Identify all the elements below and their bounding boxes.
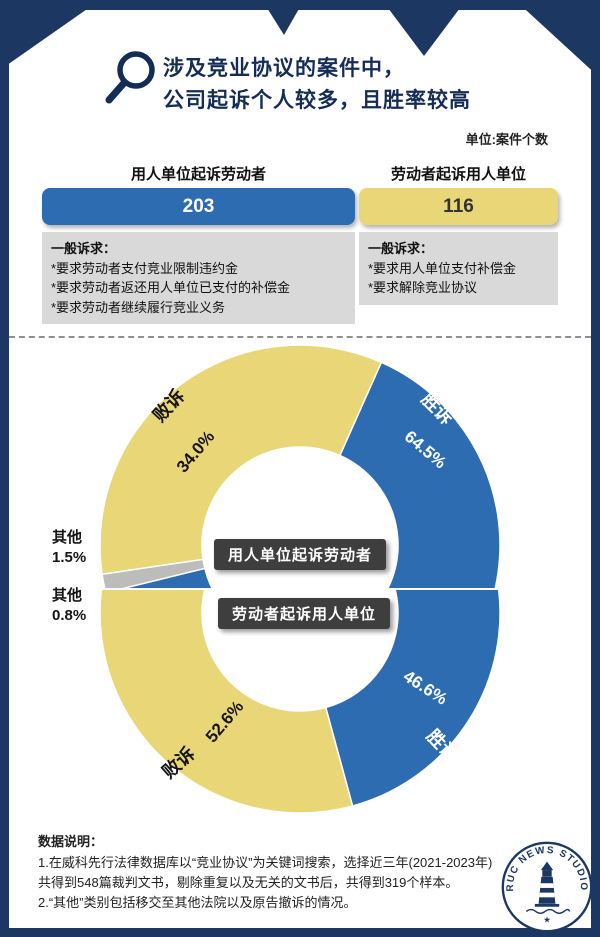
- count-bar-worker: 116: [359, 188, 558, 225]
- studio-stamp-logo: RUC NEWS STUDIO ★: [501, 841, 593, 933]
- demand-item: *要求劳动者支付竞业限制违约金: [51, 260, 239, 276]
- note-line: 1.在威科先行法律数据库以“竞业协议”为关键词搜索，选择近三年(2021-202…: [38, 855, 493, 871]
- slice-败诉: [99, 590, 354, 814]
- data-notes: 数据说明： 1.在威科先行法律数据库以“竞业协议”为关键词搜索，选择近三年(20…: [38, 832, 568, 914]
- demand-item: *要求解除竞业协议: [368, 280, 478, 295]
- slice-胜诉: [324, 590, 501, 807]
- corner-triangle-left: [0, 0, 100, 70]
- page-title-line2: 公司起诉个人较多，且胜率较高: [163, 89, 471, 112]
- donut-chart-employer: [99, 345, 501, 588]
- column-header-worker: 劳动者起诉用人单位: [390, 166, 526, 183]
- chart1-badge: 用人单位起诉劳动者: [213, 539, 387, 570]
- slice-胜诉: [121, 361, 501, 588]
- demand-item: *要求劳动者返还用人单位已支付的补偿金: [51, 280, 291, 295]
- small-triangle: [262, 0, 304, 35]
- demands-title: 一般诉求：: [51, 241, 117, 256]
- demand-item: *要求劳动者继续履行竞业义务: [51, 299, 226, 315]
- mid-triangle: [382, 0, 466, 56]
- lighthouse-icon: [525, 861, 571, 915]
- unit-label: 单位:案件个数: [465, 132, 548, 147]
- note-line: 共得到548篇裁判文书，剔除重复以及无关的文书后，共得到319个样本。: [38, 875, 459, 891]
- count-bar-employer: 203: [42, 188, 355, 225]
- column-header-employer: 用人单位起诉劳动者: [130, 166, 266, 183]
- demand-item: *要求用人单位支付补偿金: [368, 260, 517, 276]
- slice-败诉: [99, 345, 383, 576]
- magnifier-icon: [105, 51, 155, 104]
- corner-triangle-right: [515, 0, 600, 78]
- donut-chart-worker: [99, 590, 501, 814]
- chart2-badge: 劳动者起诉用人单位: [217, 598, 391, 629]
- page-title-line1: 涉及竞业协议的案件中，: [163, 57, 405, 80]
- chart2-other-label: 其他 0.8%: [52, 586, 86, 626]
- chart1-other-text: 其他: [52, 529, 83, 546]
- note-line: 2.“其他”类别包括移交至其他法院以及原告撤诉的情况。: [38, 895, 357, 911]
- demands-box-employer: 一般诉求： *要求劳动者支付竞业限制违约金 *要求劳动者返还用人单位已支付的补偿…: [42, 232, 355, 324]
- chart2-other-text: 其他: [52, 587, 83, 604]
- demands-box-worker: 一般诉求： *要求用人单位支付补偿金 *要求解除竞业协议: [359, 232, 558, 305]
- demands-title: 一般诉求：: [368, 241, 434, 256]
- dashed-divider: [9, 336, 591, 338]
- chart1-other-label: 其他 1.5%: [52, 528, 86, 568]
- chart1-other-pct: 1.5%: [52, 549, 87, 566]
- notes-heading: 数据说明：: [38, 834, 104, 849]
- logo-star-icon: ★: [543, 915, 551, 925]
- chart2-other-pct: 0.8%: [52, 607, 87, 624]
